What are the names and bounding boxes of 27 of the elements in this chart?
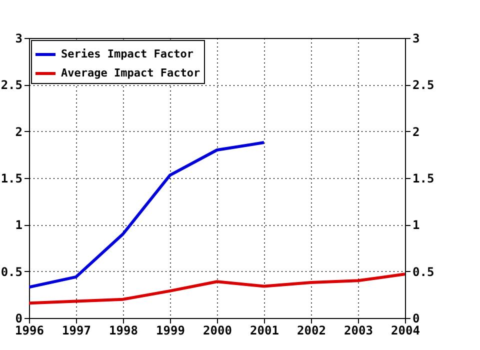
y-tick-label: 0 — [15, 312, 22, 326]
y-tick-label: 2.5 — [0, 78, 22, 92]
x-tick-label: 1996 — [15, 324, 44, 338]
y2-tick-label: 3 — [412, 32, 420, 46]
x-tick-label: 1997 — [62, 324, 91, 338]
x-tick-label: 2003 — [344, 324, 373, 338]
y2-tick-label: 2.5 — [412, 78, 434, 92]
y-tick-label: 1.5 — [0, 172, 22, 186]
x-tick-label: 2001 — [250, 324, 279, 338]
x-tick-label: 2004 — [391, 324, 420, 338]
y-tick-label: 1 — [15, 218, 22, 232]
y2-tick-label: 2 — [412, 124, 420, 139]
x-tick-label: 2000 — [203, 324, 232, 338]
y-tick-label: 3 — [15, 32, 22, 46]
y2-tick-label: 0 — [412, 312, 420, 326]
y-tick-label: 0.5 — [0, 264, 22, 279]
legend-label: Series Impact Factor — [61, 48, 194, 60]
x-tick-label: 1998 — [109, 324, 138, 338]
y2-tick-label: 1.5 — [412, 172, 434, 186]
y-tick-label: 2 — [15, 124, 22, 139]
y2-tick-label: 1 — [412, 218, 420, 232]
legend-label: Average Impact Factor — [61, 66, 200, 80]
line-series — [29, 141, 266, 289]
y2-tick-label: 0.5 — [412, 264, 434, 279]
line-series — [29, 272, 405, 305]
x-tick-label: 2002 — [297, 324, 326, 338]
x-tick-label: 1999 — [156, 324, 185, 338]
